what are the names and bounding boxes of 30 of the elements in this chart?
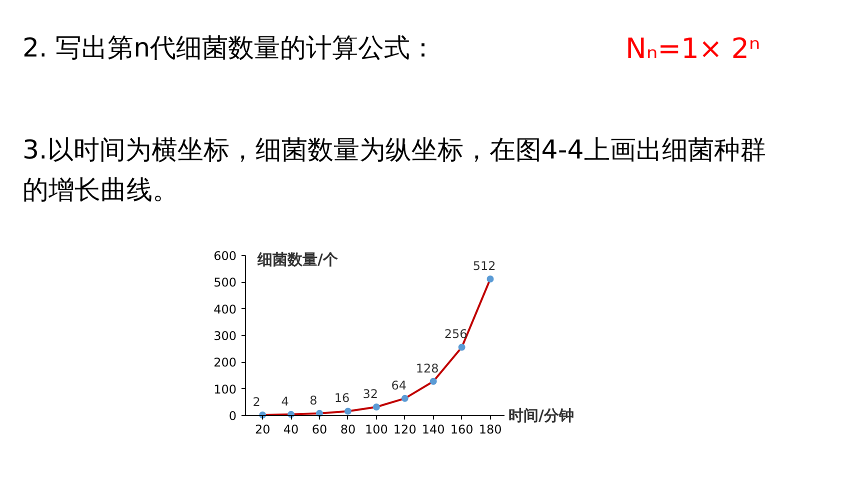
- y-tick-label: 200: [214, 356, 236, 370]
- data-label: 8: [310, 393, 318, 408]
- y-tick-label: 600: [214, 249, 236, 263]
- y-tick-label: 500: [214, 276, 236, 290]
- data-label: 2: [252, 394, 260, 409]
- x-tick-label: 100: [364, 422, 388, 436]
- x-tick-label: 120: [393, 422, 416, 436]
- data-label: 4: [281, 394, 289, 408]
- chart-subtitle: 3.以时间为横坐标，细菌数量为纵坐标，在图4-4上画出细菌种群的增长曲线。: [22, 136, 766, 206]
- x-tick-label: 140: [422, 422, 445, 436]
- x-tick-label: 160: [450, 422, 474, 436]
- y-tick-label: 400: [214, 302, 236, 316]
- data-label: 256: [444, 327, 468, 342]
- x-tick-label: 20: [254, 422, 270, 436]
- chart-title: 2. 写出第n代细菌数量的计算公式：: [22, 34, 436, 64]
- y-tick-label: 100: [214, 382, 236, 396]
- x-tick-label: 80: [340, 422, 356, 436]
- data-label: 128: [416, 361, 439, 376]
- x-axis-title: 时间/分钟: [508, 406, 574, 424]
- text: Nₙ=1× 2ⁿ: [626, 32, 760, 65]
- data-label: 512: [472, 258, 496, 273]
- data-label: 32: [362, 386, 378, 401]
- y-tick-label: 300: [214, 329, 236, 343]
- y-axis-title: 细菌数量/个: [256, 250, 339, 268]
- x-tick-label: 60: [312, 422, 328, 436]
- data-label: 16: [334, 391, 350, 406]
- x-tick-label: 40: [283, 422, 299, 436]
- x-tick-label: 180: [478, 422, 502, 436]
- y-tick-label: 0: [228, 409, 237, 423]
- data-label: 64: [391, 378, 407, 392]
